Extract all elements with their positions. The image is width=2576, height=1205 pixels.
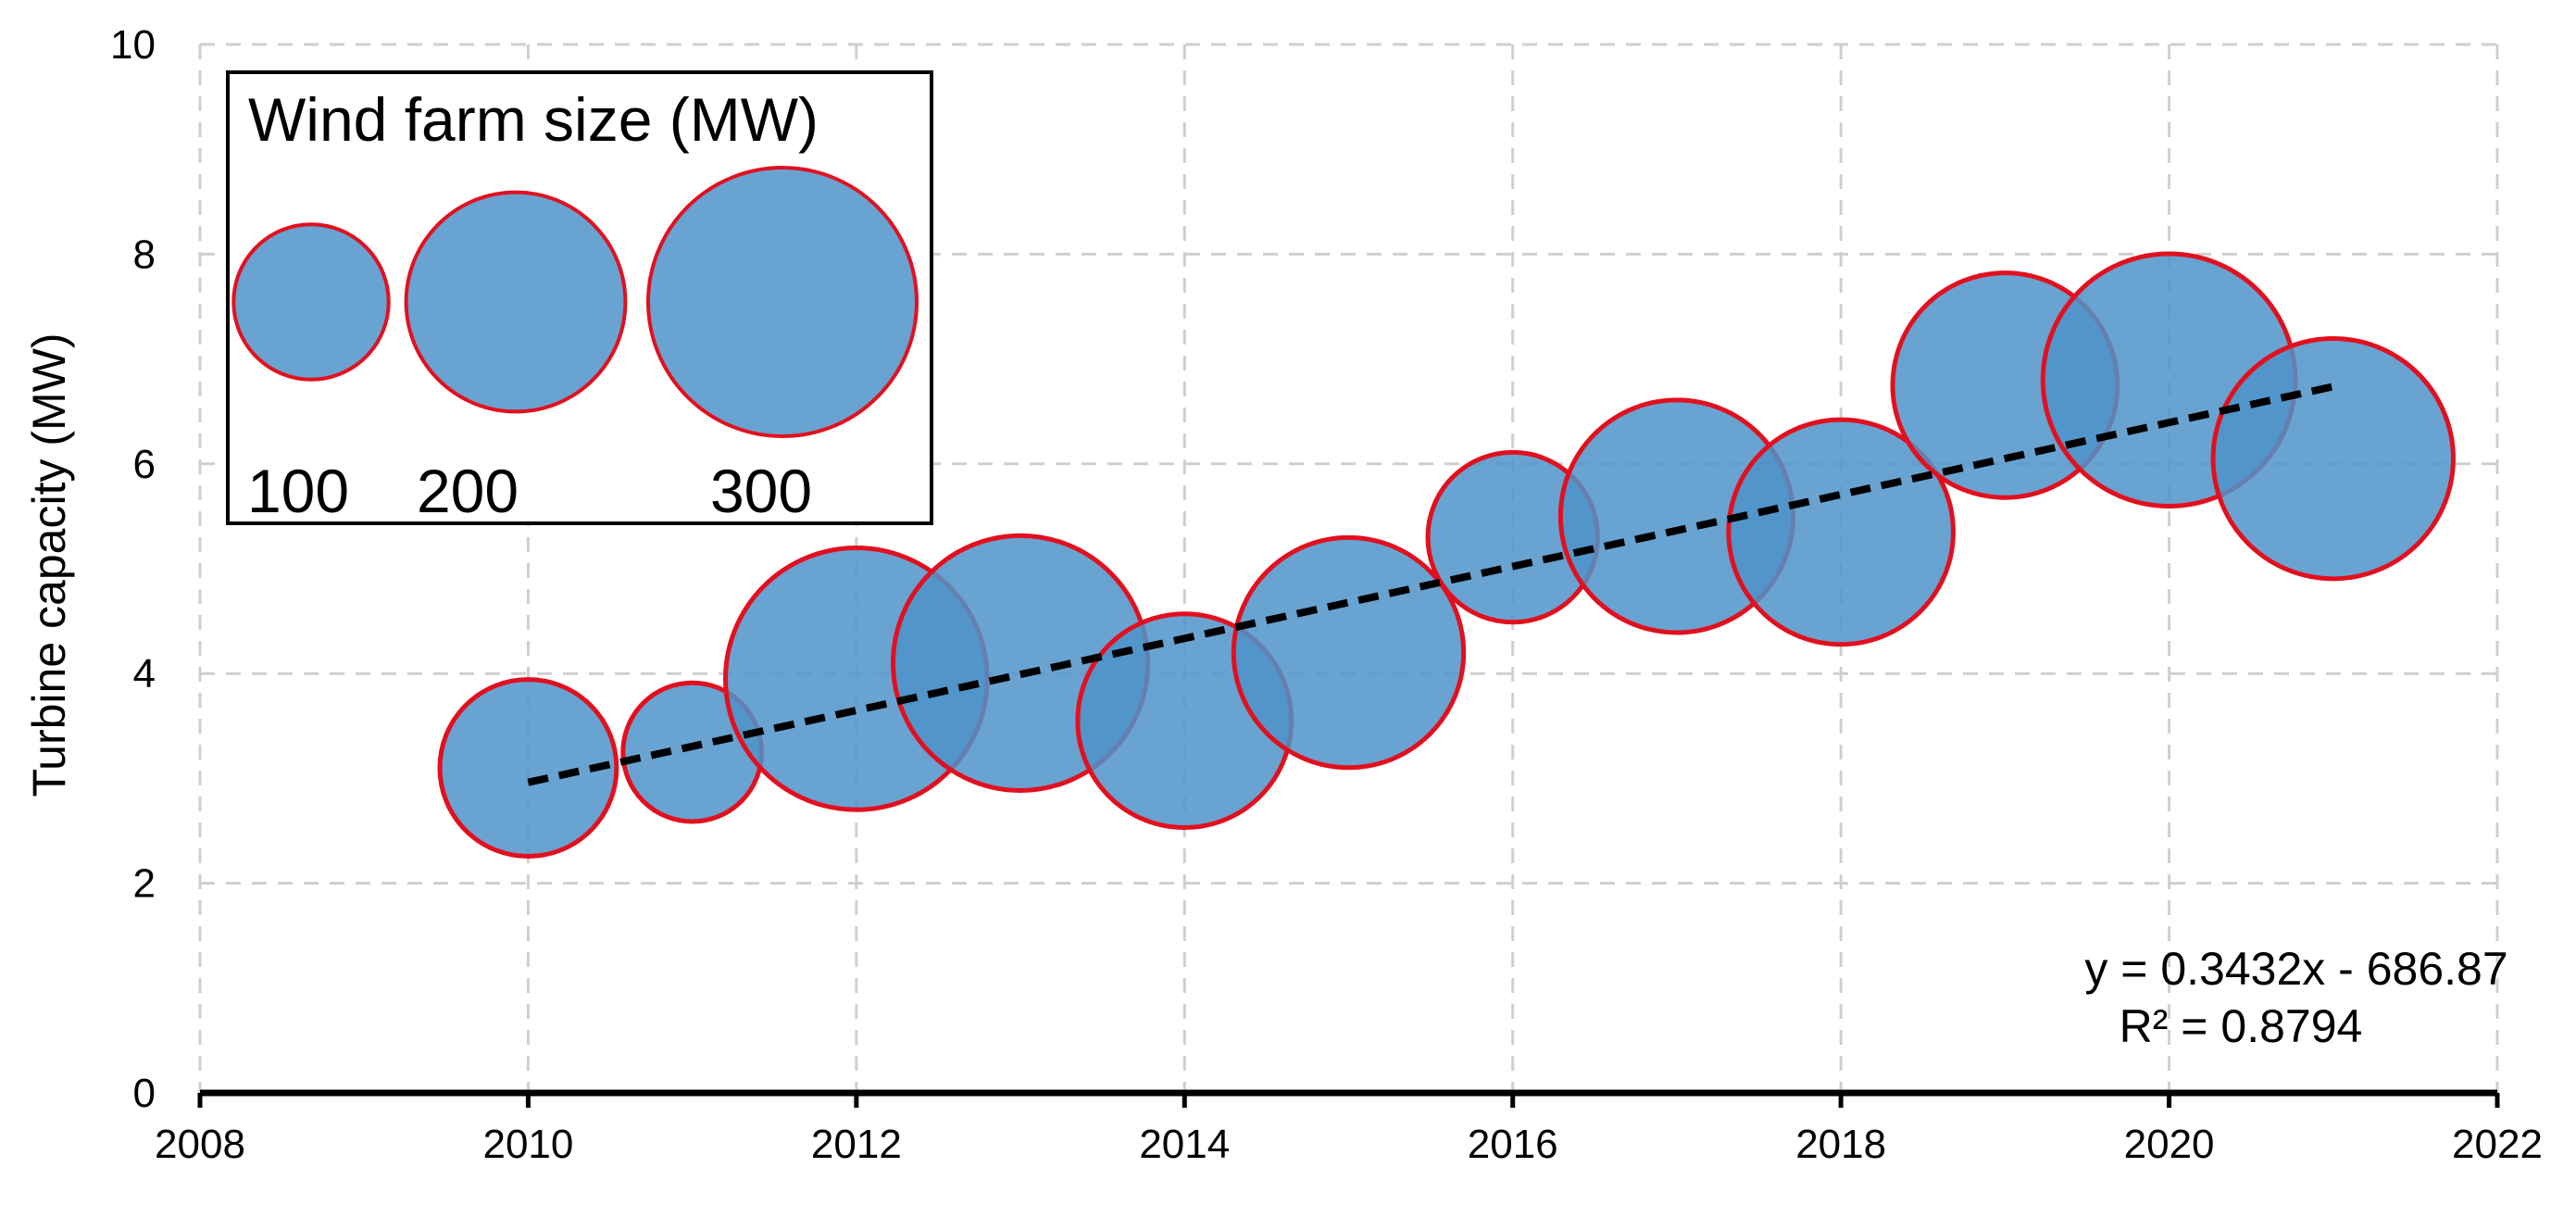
legend-label: 100 — [247, 457, 349, 525]
bubble-point — [2210, 335, 2456, 582]
y-tick-label: 0 — [133, 1071, 156, 1116]
bubble-point — [1231, 534, 1467, 771]
bubble-series — [437, 251, 2456, 860]
x-tick-label: 2008 — [155, 1122, 245, 1167]
bubble-point — [437, 677, 619, 860]
x-tick-label: 2016 — [1468, 1122, 1558, 1167]
y-tick-label: 6 — [133, 442, 156, 487]
y-tick-label: 4 — [133, 651, 156, 697]
x-tick-label: 2020 — [2124, 1122, 2215, 1167]
x-tick-label: 2022 — [2452, 1122, 2543, 1167]
size-legend: Wind farm size (MW) 100 200 300 — [226, 70, 933, 525]
y-tick-label: 8 — [133, 232, 156, 277]
legend-bubble — [231, 222, 391, 382]
trendline-annotation: y = 0.3432x - 686.87 R² = 0.8794 — [2084, 943, 2507, 1052]
trendline-group — [527, 383, 2334, 786]
y-tick-label: 10 — [110, 22, 156, 68]
axes: 2008 2010 2012 2014 2016 2018 2020 2022 0 2 4 6 8 10 — [110, 22, 2543, 1167]
legend-label: 300 — [710, 457, 812, 525]
x-tick-label: 2010 — [482, 1122, 573, 1167]
x-tick-label: 2012 — [811, 1122, 902, 1167]
bubble-point — [1726, 417, 1956, 647]
legend-label: 200 — [417, 457, 519, 525]
trendline-equation: y = 0.3432x - 686.87 — [2084, 943, 2507, 995]
y-tick-label: 2 — [133, 861, 156, 907]
trendline — [527, 383, 2334, 786]
trendline-r2: R² = 0.8794 — [2120, 1000, 2363, 1052]
legend-title: Wind farm size (MW) — [248, 85, 819, 154]
legend-bubble — [404, 190, 628, 414]
legend-bubble — [646, 166, 919, 438]
y-axis-title: Turbine capacity (MW) — [23, 333, 75, 797]
x-tick-label: 2018 — [1795, 1122, 1886, 1167]
x-tick-label: 2014 — [1139, 1122, 1230, 1167]
